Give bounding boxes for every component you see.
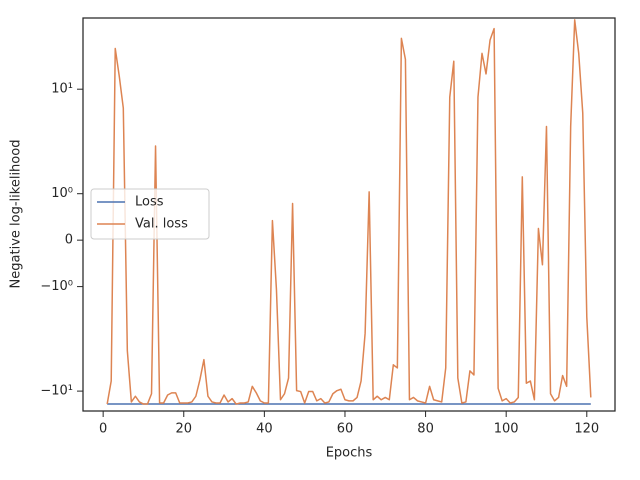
legend-label: Val. loss (135, 217, 188, 232)
y-tick-label: 10¹ (51, 82, 73, 97)
x-tick-label: 80 (417, 422, 434, 437)
y-tick-label: −10⁰ (40, 279, 73, 294)
plot-frame (82, 17, 616, 412)
y-axis-label: Negative log-likelihood (9, 140, 24, 289)
y-tick-label: 0 (65, 233, 73, 248)
legend: Loss Val. loss (90, 188, 210, 240)
y-tick-label: 10⁰ (51, 186, 73, 201)
x-tick-label: 20 (175, 422, 192, 437)
line-series (106, 19, 592, 405)
y-tick-label: −10¹ (40, 384, 73, 399)
x-tick-label: 100 (494, 422, 519, 437)
x-tick-label: 120 (574, 422, 599, 437)
x-axis-label: Epochs (326, 446, 373, 461)
x-tick-label: 0 (99, 422, 107, 437)
x-tick-label: 60 (337, 422, 354, 437)
x-tick-label: 40 (256, 422, 273, 437)
legend-label: Loss (135, 195, 164, 210)
